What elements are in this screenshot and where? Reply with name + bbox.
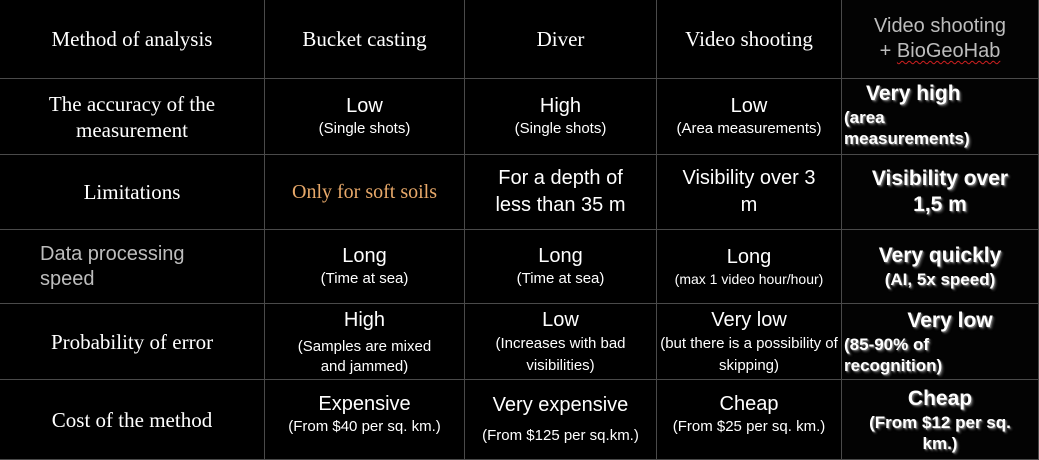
cost-video-main: Cheap [719,393,779,415]
cost-video-sub: (From $25 per sq. km.) [672,418,826,435]
header-method-text: Method of analysis [51,27,213,51]
error-bucket-sub: (Samples are mixed and jammed) [297,338,432,375]
error-video-main: Very low [711,309,787,331]
header-video: Video shooting [657,0,842,79]
speed-diver-sub: (Time at sea) [516,270,605,287]
limitations-biogeohab-text: Visibility over 1,5 m [871,167,1009,216]
header-method: Method of analysis [0,0,265,79]
accuracy-biogeohab: Very high (area measurements) [842,79,1039,155]
limitations-biogeohab: Visibility over 1,5 m [842,155,1039,230]
row-limitations-label-text: Limitations [83,180,181,204]
speed-diver: Long (Time at sea) [465,230,657,304]
cost-diver-sub: (From $125 per sq.km.) [482,427,639,444]
cost-biogeohab-sub: (From $12 per sq. km.) [869,412,1011,453]
cost-biogeohab-main: Cheap [907,386,973,410]
speed-biogeohab-main: Very quickly [878,244,1002,267]
row-cost-label-text: Cost of the method [51,407,213,432]
header-biogeohab-name: BioGeoHab [896,40,1001,62]
accuracy-biogeohab-main: Very high [866,81,961,105]
error-biogeohab-sub: (85-90% of recognition) [844,335,943,375]
accuracy-video-sub: (Area measurements) [676,120,822,137]
header-biogeohab: Video shooting + BioGeoHab [842,0,1039,79]
limitations-diver-text: For a depth of less than 35 m [495,167,626,216]
header-biogeohab-line2: + BioGeoHab [880,39,1001,64]
row-accuracy-label: The accuracy of the measurement [0,79,265,155]
limitations-diver: For a depth of less than 35 m [465,155,657,230]
cost-bucket-main: Expensive [318,393,411,415]
speed-diver-main: Long [538,245,583,267]
header-biogeohab-line1: Video shooting [874,15,1006,37]
speed-video-sub: (max 1 video hour/hour) [674,270,824,287]
cost-biogeohab: Cheap (From $12 per sq. km.) [842,380,1039,460]
error-diver-sub: (Increases with bad visibilities) [495,335,626,374]
error-biogeohab: Very low (85-90% of recognition) [842,304,1039,380]
speed-video-main: Long [726,245,772,268]
header-bucket: Bucket casting [265,0,465,79]
error-diver: Low (Increases with bad visibilities) [465,304,657,380]
cost-video: Cheap (From $25 per sq. km.) [657,380,842,460]
speed-biogeohab: Very quickly (AI, 5x speed) [842,230,1039,304]
cost-diver: Very expensive (From $125 per sq.km.) [465,380,657,460]
error-diver-main: Low [542,309,579,331]
cost-bucket: Expensive (From $40 per sq. km.) [265,380,465,460]
limitations-video: Visibility over 3 m [657,155,842,230]
speed-bucket-main: Long [342,245,387,267]
limitations-video-text: Visibility over 3 m [682,167,816,216]
row-limitations-label: Limitations [0,155,265,230]
row-speed-label: Data processing speed [0,230,265,304]
accuracy-bucket-sub: (Single shots) [318,120,411,137]
cost-bucket-sub: (From $40 per sq. km.) [288,418,441,435]
row-accuracy-label-text: The accuracy of the measurement [48,91,216,142]
accuracy-diver-sub: (Single shots) [514,120,607,137]
header-diver: Diver [465,0,657,79]
error-bucket-main: High [343,309,386,331]
accuracy-biogeohab-sub: (area measurements) [844,107,970,148]
speed-bucket-sub: (Time at sea) [320,270,409,287]
speed-bucket: Long (Time at sea) [265,230,465,304]
accuracy-diver: High (Single shots) [465,79,657,155]
accuracy-bucket-main: Low [346,95,383,117]
header-biogeohab-plus: + [879,40,897,62]
error-video-sub: (but there is a possibility of skipping) [660,335,838,374]
limitations-bucket-text: Only for soft soils [292,181,437,203]
accuracy-video: Low (Area measurements) [657,79,842,155]
error-biogeohab-main: Very low [907,309,993,332]
header-bucket-text: Bucket casting [302,27,427,51]
row-speed-label-text: Data processing speed [40,242,185,290]
header-diver-text: Diver [536,27,585,51]
speed-biogeohab-sub: (AI, 5x speed) [884,270,996,289]
accuracy-diver-main: High [539,95,582,117]
error-video: Very low (but there is a possibility of … [657,304,842,380]
header-video-text: Video shooting [685,27,813,51]
accuracy-video-main: Low [730,95,768,117]
row-error-label: Probability of error [0,304,265,380]
limitations-bucket: Only for soft soils [265,155,465,230]
accuracy-bucket: Low (Single shots) [265,79,465,155]
speed-video: Long (max 1 video hour/hour) [657,230,842,304]
error-bucket: High (Samples are mixed and jammed) [265,304,465,380]
row-error-label-text: Probability of error [50,329,214,354]
row-cost-label: Cost of the method [0,380,265,460]
cost-diver-main: Very expensive [492,394,629,416]
